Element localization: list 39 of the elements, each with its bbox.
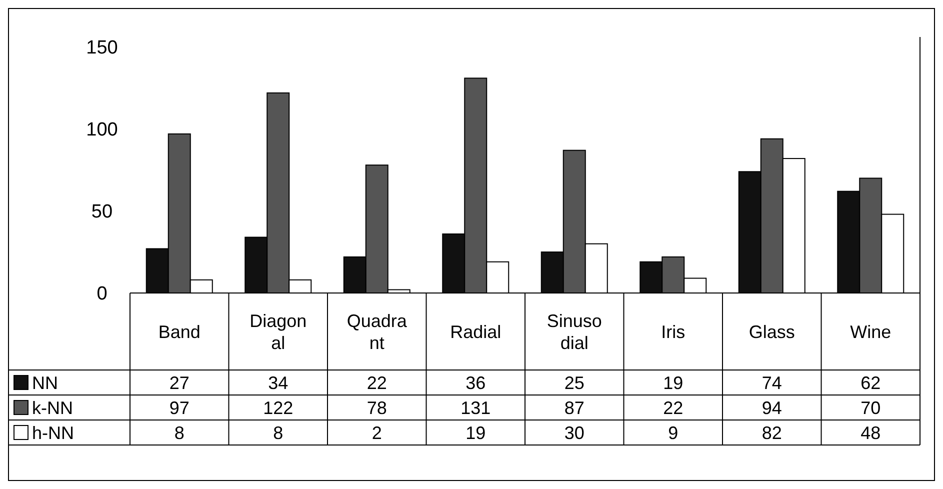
x-tick-label: Iris bbox=[661, 322, 686, 342]
data-label: 74 bbox=[762, 372, 782, 393]
data-label: 27 bbox=[169, 372, 190, 393]
x-tick-label: Sinusodial bbox=[546, 310, 602, 353]
data-label: 30 bbox=[564, 422, 584, 443]
x-tick-label: Glass bbox=[748, 322, 795, 342]
data-label: 82 bbox=[762, 422, 782, 443]
data-label: 22 bbox=[663, 398, 684, 418]
data-label: 34 bbox=[268, 372, 288, 393]
x-tick-label: Diagonal bbox=[250, 310, 307, 353]
data-label: 8 bbox=[174, 422, 184, 443]
data-label: 48 bbox=[860, 422, 881, 443]
data-label: 25 bbox=[564, 372, 584, 393]
data-label: 8 bbox=[273, 422, 284, 443]
y-tick-label: 100 bbox=[86, 120, 118, 141]
data-label: 70 bbox=[860, 398, 881, 418]
data-label: 22 bbox=[366, 372, 387, 393]
data-label: 94 bbox=[762, 398, 782, 418]
data-label: 122 bbox=[263, 398, 294, 418]
legend-label: h-NN bbox=[32, 422, 74, 443]
y-tick-label: 0 bbox=[96, 284, 108, 305]
data-label: 19 bbox=[466, 422, 486, 443]
y-tick-label: 150 bbox=[86, 38, 118, 59]
data-label: 131 bbox=[460, 398, 491, 418]
data-label: 62 bbox=[860, 372, 881, 393]
data-label: 9 bbox=[668, 422, 678, 443]
data-label: 36 bbox=[466, 372, 486, 393]
data-label: 2 bbox=[372, 422, 382, 443]
x-tick-label: Radial bbox=[450, 322, 502, 342]
x-tick-label: Band bbox=[158, 322, 200, 342]
legend-label: NN bbox=[32, 372, 58, 393]
data-label: 19 bbox=[663, 372, 684, 393]
legend-label: k-NN bbox=[32, 398, 73, 418]
data-label: 78 bbox=[366, 398, 387, 418]
data-label: 97 bbox=[169, 398, 190, 418]
y-tick-label: 50 bbox=[91, 202, 113, 223]
x-tick-label: Wine bbox=[850, 322, 892, 342]
x-tick-label: Quadrant bbox=[346, 310, 408, 353]
data-label: 87 bbox=[564, 398, 584, 418]
